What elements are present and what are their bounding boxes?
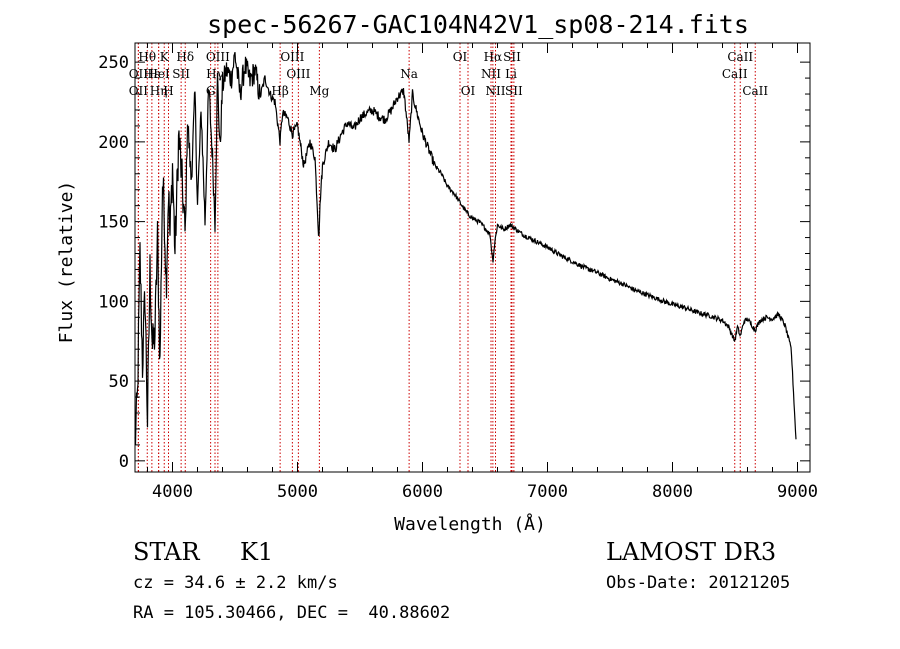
line-marker-label-27: CaII	[722, 67, 748, 81]
line-marker-label-15: OIII	[286, 67, 310, 81]
line-marker-label-10: OIII	[206, 50, 230, 64]
redshift-text: cz = 34.6 ± 2.2 km/s	[133, 573, 338, 593]
line-marker-label-0: Hθ	[138, 50, 156, 64]
line-marker-label-3: Hε	[144, 67, 161, 81]
line-marker-label-18: OI	[453, 50, 468, 64]
y-tick-label-2: 100	[98, 292, 129, 312]
line-marker-label-26: CaII	[727, 50, 753, 64]
line-marker-label-11: Hγ	[206, 67, 224, 81]
line-marker-label-16: Mg	[309, 84, 329, 98]
survey-name: LAMOST DR3	[606, 538, 777, 566]
line-marker-label-22: NII	[486, 84, 506, 98]
object-subclass: K1	[240, 538, 274, 566]
line-marker-label-1: OII	[129, 67, 149, 81]
line-marker-label-12: G	[206, 84, 216, 98]
x-tick-label-2: 6000	[402, 482, 443, 502]
chart-title: spec-56267-GAC104N42V1_sp08-214.fits	[207, 10, 749, 39]
line-marker-label-25: SII	[505, 84, 523, 98]
axes: 4000 5000 6000 7000 8000 9000 0 50 100 150 200 250	[98, 43, 818, 502]
spectrum-line-group	[134, 52, 797, 445]
x-tick-label-3: 7000	[527, 482, 568, 502]
x-tick-label-1: 5000	[277, 482, 318, 502]
plot-frame	[134, 42, 811, 473]
line-marker-label-5: K	[160, 50, 170, 64]
line-marker-label-4: Hη	[150, 84, 168, 98]
line-marker-label-17: Na	[400, 67, 418, 81]
line-marker-label-24: Li	[505, 67, 517, 81]
x-tick-label-4: 8000	[652, 482, 693, 502]
obs-date: Obs-Date: 20121205	[606, 573, 791, 593]
line-marker-label-21: NII	[481, 67, 501, 81]
line-marker-label-7: H	[163, 84, 173, 98]
coordinates-text: RA = 105.30466, DEC = 40.88602	[133, 603, 451, 623]
x-tick-label-0: 4000	[152, 482, 193, 502]
object-class: STAR	[133, 538, 200, 566]
y-tick-label-5: 250	[98, 53, 129, 73]
line-marker-label-23: SII	[503, 50, 521, 64]
line-marker-label-14: OIII	[280, 50, 304, 64]
x-tick-label-5: 9000	[777, 482, 818, 502]
line-marker-label-28: CaII	[742, 84, 768, 98]
line-marker-label-9: Hδ	[176, 50, 194, 64]
line-markers	[137, 43, 756, 472]
spectrum-line	[134, 52, 797, 445]
line-marker-label-20: Hα	[484, 50, 503, 64]
line-marker-label-2: OII	[129, 84, 149, 98]
y-axis-label: Flux (relative)	[56, 181, 77, 344]
y-tick-label-1: 50	[109, 372, 129, 392]
line-marker-label-6: HeI	[147, 67, 170, 81]
line-marker-label-8: SII	[172, 67, 190, 81]
y-tick-label-4: 200	[98, 133, 129, 153]
y-tick-label-3: 150	[98, 213, 129, 233]
y-tick-label-0: 0	[119, 452, 129, 472]
line-marker-label-19: OI	[461, 84, 476, 98]
line-marker-label-13: Hβ	[271, 84, 288, 98]
x-axis-label: Wavelength (Å)	[394, 513, 546, 535]
